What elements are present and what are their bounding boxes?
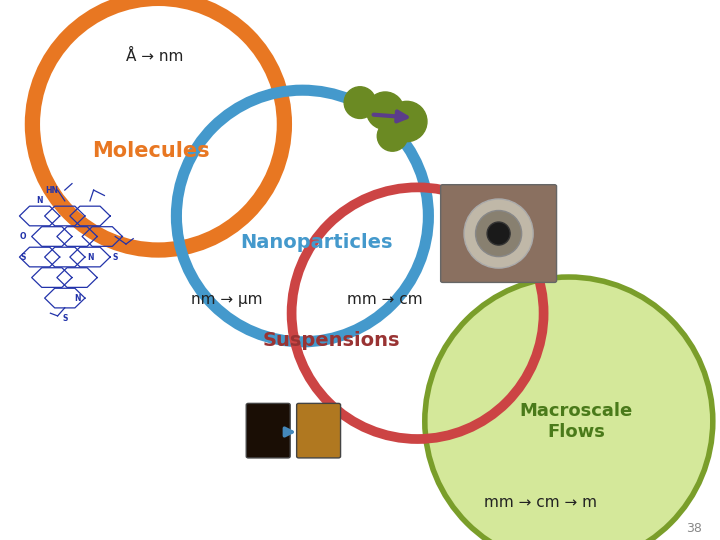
Ellipse shape bbox=[344, 87, 376, 118]
FancyBboxPatch shape bbox=[297, 403, 341, 458]
Text: N: N bbox=[36, 197, 43, 205]
Text: 38: 38 bbox=[686, 522, 702, 535]
Text: N: N bbox=[86, 253, 94, 261]
FancyBboxPatch shape bbox=[441, 185, 557, 282]
Ellipse shape bbox=[487, 222, 510, 245]
Ellipse shape bbox=[475, 211, 521, 256]
FancyBboxPatch shape bbox=[246, 403, 290, 458]
Ellipse shape bbox=[425, 277, 713, 540]
Text: nm → μm: nm → μm bbox=[191, 292, 263, 307]
Ellipse shape bbox=[366, 92, 404, 130]
Ellipse shape bbox=[387, 102, 427, 141]
Text: N: N bbox=[73, 294, 81, 302]
Text: mm → cm: mm → cm bbox=[347, 292, 423, 307]
Ellipse shape bbox=[377, 121, 408, 151]
Text: O: O bbox=[19, 232, 27, 241]
Text: Suspensions: Suspensions bbox=[263, 330, 400, 350]
Text: S: S bbox=[62, 314, 68, 323]
Text: S: S bbox=[20, 253, 26, 261]
Text: S: S bbox=[112, 253, 118, 261]
Text: HN: HN bbox=[45, 186, 58, 194]
Ellipse shape bbox=[464, 199, 534, 268]
Text: mm → cm → m: mm → cm → m bbox=[484, 495, 596, 510]
Text: Macroscale
Flows: Macroscale Flows bbox=[519, 402, 633, 441]
Text: Molecules: Molecules bbox=[92, 141, 210, 161]
Text: Nanoparticles: Nanoparticles bbox=[240, 233, 393, 253]
Text: Å → nm: Å → nm bbox=[126, 49, 184, 64]
